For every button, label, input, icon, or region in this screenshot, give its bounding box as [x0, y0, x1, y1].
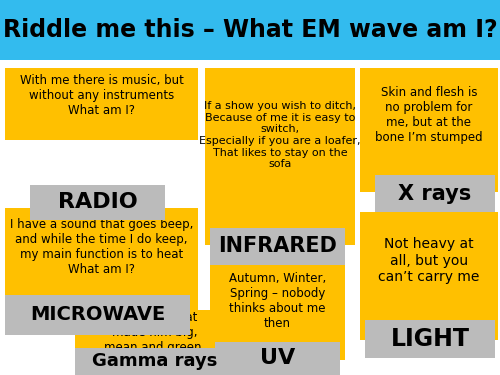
- FancyBboxPatch shape: [360, 68, 498, 192]
- Text: If a show you wish to ditch,
Because of me it is easy to
switch,
Especially if y: If a show you wish to ditch, Because of …: [199, 101, 361, 169]
- Text: It was me that
made him big,
mean and green.: It was me that made him big, mean and gr…: [104, 311, 206, 354]
- FancyBboxPatch shape: [30, 185, 165, 220]
- Text: X rays: X rays: [398, 183, 471, 204]
- Text: INFRARED: INFRARED: [218, 237, 337, 256]
- FancyBboxPatch shape: [215, 342, 340, 375]
- FancyBboxPatch shape: [205, 68, 355, 245]
- Text: LIGHT: LIGHT: [390, 327, 469, 351]
- Text: Gamma rays: Gamma rays: [92, 352, 218, 370]
- Text: Autumn, Winter,
Spring – nobody
thinks about me
then: Autumn, Winter, Spring – nobody thinks a…: [229, 272, 326, 330]
- Text: I have a sound that goes beep,
and while the time I do keep,
my main function is: I have a sound that goes beep, and while…: [10, 218, 193, 276]
- FancyBboxPatch shape: [210, 228, 345, 265]
- FancyBboxPatch shape: [365, 320, 495, 358]
- Text: RADIO: RADIO: [58, 192, 138, 213]
- Text: MICROWAVE: MICROWAVE: [30, 306, 165, 324]
- FancyBboxPatch shape: [210, 265, 345, 360]
- FancyBboxPatch shape: [375, 175, 495, 212]
- Text: UV: UV: [260, 348, 295, 369]
- FancyBboxPatch shape: [0, 0, 500, 60]
- FancyBboxPatch shape: [75, 310, 235, 370]
- FancyBboxPatch shape: [360, 212, 498, 340]
- Text: With me there is music, but
without any instruments
What am I?: With me there is music, but without any …: [20, 74, 184, 117]
- Text: Riddle me this – What EM wave am I?: Riddle me this – What EM wave am I?: [2, 18, 498, 42]
- FancyBboxPatch shape: [5, 208, 198, 310]
- Text: Skin and flesh is
no problem for
me, but at the
bone I’m stumped: Skin and flesh is no problem for me, but…: [375, 86, 483, 144]
- FancyBboxPatch shape: [5, 295, 190, 335]
- Text: Not heavy at
all, but you
can’t carry me: Not heavy at all, but you can’t carry me: [378, 237, 480, 284]
- FancyBboxPatch shape: [75, 348, 235, 375]
- FancyBboxPatch shape: [5, 68, 198, 140]
